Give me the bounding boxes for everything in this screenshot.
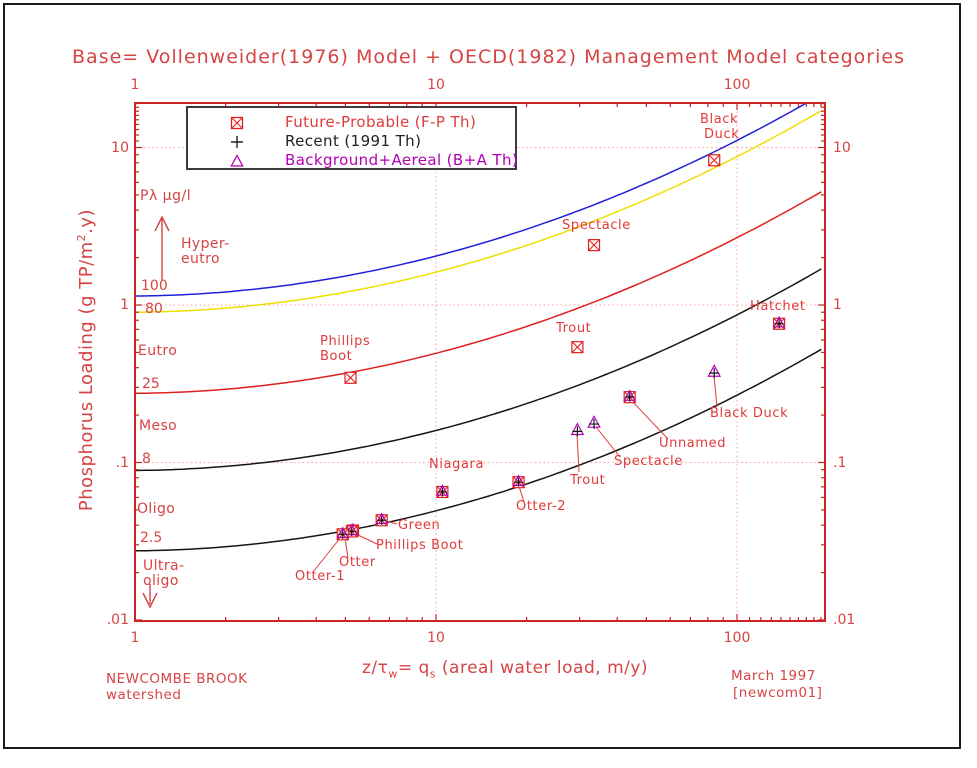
lake-label-niagara: Niagara	[429, 457, 485, 472]
leader-line	[576, 433, 580, 473]
y-tick-label-right: 1	[833, 297, 842, 313]
legend-row-recent: Recent (1991 Th)	[188, 131, 515, 151]
leader-line	[518, 485, 525, 503]
marker-spectacle-recent_background	[587, 415, 601, 430]
x-axis-label-text2: = q	[397, 658, 430, 678]
legend-row-future-probable: Future-Probable (F-P Th)	[188, 112, 515, 132]
y-axis-label: Phosphorus Loading (g TP/m2.y)	[75, 135, 101, 585]
leader-line	[631, 400, 669, 440]
curve-label-p2.5: 2.5	[140, 530, 163, 546]
x-tick-label-bottom: 1	[130, 630, 140, 646]
lake-label-spectacle: Spectacle	[614, 454, 683, 469]
curve-label-p100: 100	[141, 278, 168, 294]
lake-label-green: Green	[398, 518, 441, 533]
trophic-label-ultraoligo: Ultra- oligo	[143, 558, 185, 589]
y-tick-label-left: 1	[120, 297, 129, 313]
watershed-name-line2: watershed	[106, 687, 182, 703]
lake-label-trout: Trout	[556, 321, 592, 336]
y-axis-label-text2: .y)	[76, 208, 97, 234]
watershed-name-line1: NEWCOMBE BROOK	[106, 671, 248, 687]
marker-trout-recent_background	[570, 422, 585, 437]
x-tick-label-bottom: 10	[427, 630, 445, 646]
x-axis-label: z/τw= qs (areal water load, m/y)	[290, 658, 720, 680]
lake-label-hatchet: Hatchet	[750, 299, 806, 314]
y-tick-label-left: 10	[111, 139, 129, 156]
x-tick-label-bottom: 100	[723, 630, 751, 646]
lake-label-otter-1: Otter-1	[295, 569, 346, 584]
lake-label-duck: Duck	[704, 127, 740, 142]
background-aereal-marker-icon	[230, 153, 244, 167]
trophic-label-hypereutro: Hyper- eutro	[181, 236, 230, 267]
boundary-curve-8	[135, 268, 822, 472]
y-tick-label-right: .01	[833, 612, 856, 628]
arrow-up-icon	[154, 215, 170, 280]
boundary-curve-2.5	[135, 348, 822, 552]
boundary-curve-100	[135, 103, 808, 297]
x-tick-label-top: 1	[130, 77, 140, 93]
marker-phillips-boot-future_probable	[344, 371, 357, 384]
leader-line	[312, 536, 342, 573]
x-axis-label-sub-w: w	[388, 667, 398, 681]
chart-title: Base= Vollenweider(1976) Model + OECD(19…	[72, 46, 905, 68]
marker-otter-1-all	[336, 526, 349, 541]
y-tick-label-right: .1	[833, 454, 847, 471]
curve-label-p80: 80	[145, 301, 163, 317]
marker-otter-2-all	[512, 474, 525, 489]
legend-label-future-probable: Future-Probable (F-P Th)	[285, 113, 477, 131]
lake-label-boot: Boot	[320, 349, 353, 364]
trophic-label-meso: Meso	[139, 418, 178, 434]
trophic-label-oligo: Oligo	[137, 501, 176, 517]
arrow-down-icon	[142, 584, 158, 609]
marker-unnamed-all	[623, 389, 636, 404]
marker-spectacle-future_probable	[587, 239, 601, 252]
trophic-label-eutro: Eutro	[138, 343, 178, 359]
plot-date: March 1997	[731, 668, 816, 684]
lake-label-spectacle: Spectacle	[562, 218, 631, 233]
leader-line	[344, 537, 349, 559]
lake-label-otter: Otter	[339, 555, 376, 570]
x-axis-label-text: z/τ	[361, 658, 389, 678]
lake-label-trout: Trout	[570, 473, 606, 488]
lake-label-black: Black	[700, 112, 739, 127]
lake-label-black-duck: Black Duck	[710, 406, 789, 421]
leader-line	[713, 375, 718, 408]
plot-id: [newcom01]	[733, 685, 823, 701]
y-tick-label-left: .1	[115, 454, 129, 471]
lake-label-unnamed: Unnamed	[659, 436, 727, 451]
legend-row-background-aereal: Background+Aereal (B+A Th)	[188, 150, 519, 170]
lake-label-otter-2: Otter-2	[516, 499, 567, 514]
boundary-curve-25	[135, 191, 822, 395]
curve-label-p8: 8	[142, 451, 151, 467]
marker-trout-future_probable	[571, 341, 584, 354]
marker-black-duck-future_probable	[708, 154, 721, 167]
legend-label-background-aereal: Background+Aereal (B+A Th)	[285, 151, 519, 169]
lake-label-phillips: Phillips	[320, 334, 371, 349]
future-probable-marker-icon	[230, 115, 244, 130]
y-axis-label-text: Phosphorus Loading (g TP/m	[76, 241, 97, 512]
plot-frame	[134, 102, 826, 622]
x-tick-label-top: 10	[427, 77, 445, 93]
leader-line	[355, 533, 378, 545]
marker-green-all	[375, 512, 388, 527]
legend-box: Future-Probable (F-P Th) Recent (1991 Th…	[186, 106, 519, 170]
legend-label-recent: Recent (1991 Th)	[285, 132, 422, 150]
boundary-curve-80	[135, 110, 822, 313]
marker-niagara-all	[436, 484, 449, 499]
outer-border	[3, 3, 961, 749]
y-tick-label-right: 10	[833, 139, 851, 156]
recent-marker-icon	[230, 134, 244, 148]
x-tick-label-top: 100	[723, 77, 751, 93]
lake-label-phillips-boot: Phillips Boot	[376, 538, 464, 553]
x-axis-label-sub-s: s	[429, 667, 437, 681]
leader-line	[595, 426, 621, 458]
leader-line	[385, 520, 398, 525]
y-tick-label-left: .01	[106, 612, 129, 628]
x-axis-label-text3: (areal water load, m/y)	[436, 658, 649, 678]
curve-label-p25: 25	[142, 376, 160, 392]
y-axis-label-sup: 2	[75, 233, 88, 242]
marker-hatchet-all	[772, 315, 786, 330]
marker-black-duck-recent_background	[707, 364, 722, 379]
p-lambda-unit-label: Pλ µg/l	[140, 188, 192, 204]
